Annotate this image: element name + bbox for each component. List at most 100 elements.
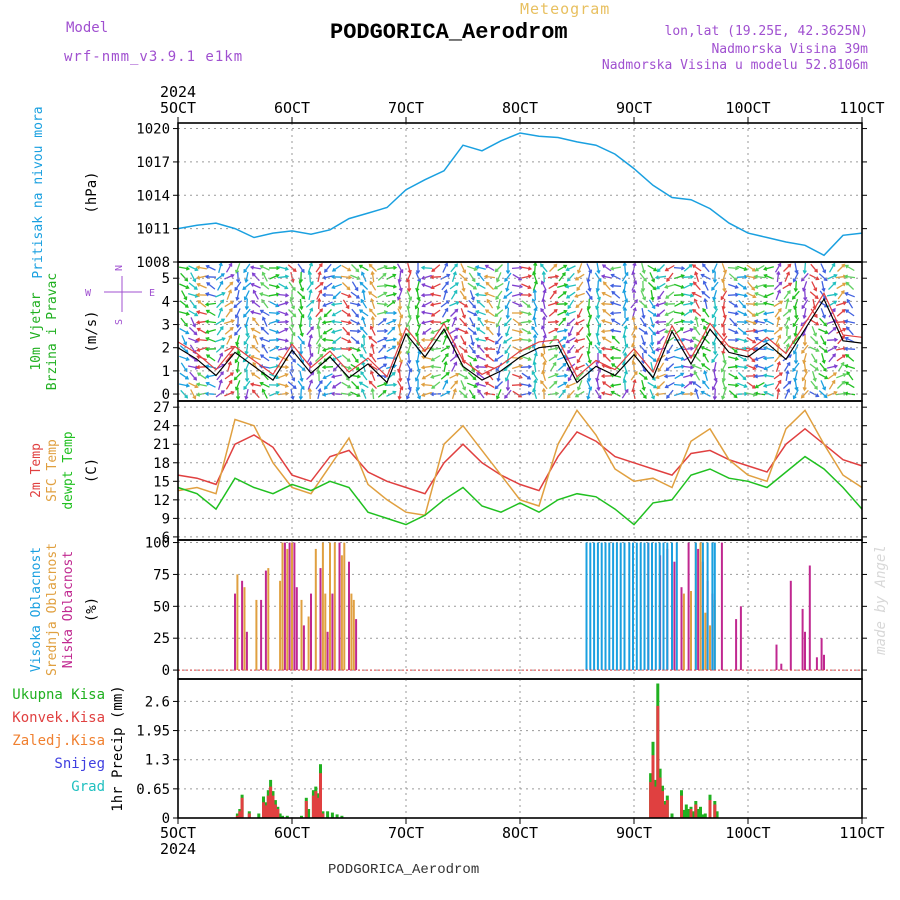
wind-arrow-head: [252, 361, 257, 366]
wind-arrow-head: [814, 385, 818, 390]
series-line-2m-temp: [177, 427, 863, 495]
wind-arrow-head: [754, 291, 759, 296]
wind-arrow-head: [299, 377, 304, 383]
wind-arrow: [440, 391, 450, 397]
bar-niska-oblacnost: [302, 625, 305, 670]
wind-arrow: [407, 370, 411, 382]
wind-arrow-head: [813, 332, 818, 337]
wind-arrow-head: [219, 325, 224, 330]
wind-arrow-head: [309, 379, 314, 384]
wind-arrow: [268, 293, 280, 297]
bar-srednja-oblacnost: [307, 616, 310, 671]
wind-arrow-head: [462, 386, 467, 391]
wind-arrow-head: [475, 382, 480, 387]
wind-arrow: [460, 380, 466, 390]
wind-arrow: [792, 317, 800, 327]
wind-arrow-head: [324, 268, 328, 273]
bar-niska-oblacnost: [687, 542, 690, 671]
wind-arrow-head: [792, 367, 797, 372]
wind-arrow: [431, 309, 441, 317]
wind-arrow: [712, 290, 718, 300]
wind-arrow-head: [744, 319, 749, 325]
wind-arrow-head: [360, 388, 365, 393]
wind-arrow-head: [243, 313, 247, 318]
wind-arrow-head: [485, 354, 490, 358]
wind-arrow-head: [742, 304, 747, 309]
wind-arrow-head: [183, 368, 188, 373]
wind-arrow: [540, 353, 548, 363]
wind-arrow-head: [601, 319, 606, 324]
wind-arrow: [702, 380, 710, 390]
wind-arrow-head: [803, 368, 808, 374]
wind-arrow-head: [566, 367, 571, 371]
wind-arrow: [369, 264, 377, 272]
bar-ukupna-kisa: [682, 809, 686, 818]
wind-arrow: [385, 293, 397, 297]
wind-arrow-head: [184, 394, 189, 399]
wind-arrow-head: [330, 346, 335, 352]
wind-arrow: [712, 380, 718, 390]
wind-arrow-head: [754, 267, 759, 272]
wind-arrow-head: [422, 330, 426, 335]
wind-arrow: [639, 344, 647, 354]
wind-arrow-head: [712, 279, 718, 284]
wind-arrow: [666, 272, 674, 282]
wind-arrow-head: [300, 314, 305, 319]
wind-arrow-head: [204, 302, 209, 307]
wind-arrow-head: [752, 366, 757, 371]
wind-arrow: [639, 389, 647, 399]
wind-arrow-head: [650, 323, 655, 328]
wind-arrow: [674, 356, 684, 360]
wind-arrow-head: [822, 386, 827, 391]
wind-arrow-head: [554, 354, 559, 359]
wind-arrow: [351, 264, 359, 272]
wind-arrow: [360, 299, 368, 309]
bar-konvek-kisa: [661, 791, 664, 818]
y-axis-label: dewpt Temp: [61, 431, 76, 509]
wind-arrow-head: [221, 291, 226, 296]
wind-arrow-head: [219, 280, 224, 285]
wind-arrow: [827, 327, 837, 335]
wind-arrow-head: [332, 295, 337, 300]
wind-arrow-head: [565, 267, 570, 272]
wind-arrow: [449, 373, 459, 379]
wind-arrow: [674, 274, 684, 280]
wind-arrow-head: [430, 330, 435, 335]
wind-arrow: [611, 363, 621, 371]
wind-arrow: [467, 265, 477, 271]
bar-visoka-oblacnost: [604, 542, 607, 671]
wind-arrow: [711, 308, 719, 318]
wind-arrow: [764, 266, 774, 270]
wind-arrow: [234, 371, 242, 381]
bar-konvek-kisa: [269, 786, 273, 818]
wind-arrow: [837, 362, 845, 372]
wind-arrow: [371, 343, 375, 355]
wind-arrow: [610, 374, 622, 378]
wind-arrow: [746, 264, 756, 272]
wind-arrow: [498, 325, 500, 337]
wind-arrow-head: [421, 303, 426, 308]
wind-arrow-head: [786, 388, 791, 393]
wind-arrow-head: [528, 338, 533, 343]
wind-arrow: [235, 263, 241, 273]
wind-arrow-head: [243, 368, 248, 373]
wind-arrow: [611, 274, 621, 280]
wind-arrow: [205, 374, 217, 378]
wind-arrow-head: [753, 374, 758, 379]
wind-arrow: [217, 281, 223, 291]
wind-arrow-head: [284, 327, 289, 332]
wind-arrow-head: [815, 276, 820, 281]
wind-arrow-head: [251, 300, 256, 304]
wind-arrow-head: [218, 262, 223, 267]
y-tick-label: 2.6: [145, 694, 170, 710]
wind-arrow-head: [309, 352, 314, 357]
wind-arrow: [801, 299, 809, 309]
wind-arrow: [836, 282, 846, 290]
wind-arrow-head: [555, 319, 560, 325]
wind-arrow: [801, 389, 809, 399]
wind-arrow-head: [831, 307, 836, 312]
wind-arrow-head: [331, 267, 336, 272]
wind-arrow-head: [554, 372, 559, 377]
wind-arrow-head: [712, 351, 718, 356]
wind-arrow-head: [643, 304, 648, 309]
